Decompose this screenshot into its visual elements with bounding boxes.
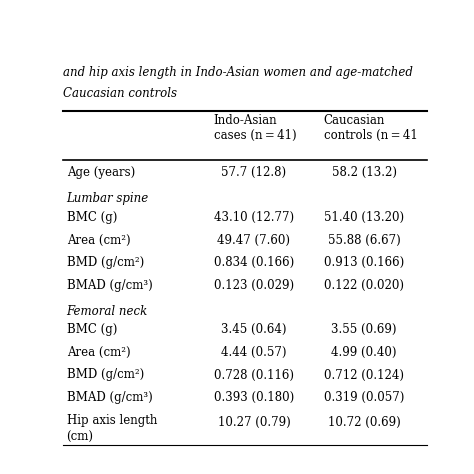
Text: 55.88 (6.67): 55.88 (6.67) [328,234,401,246]
Text: BMAD (g/cm³): BMAD (g/cm³) [66,391,152,404]
Text: 0.319 (0.057): 0.319 (0.057) [324,391,404,404]
Text: 3.45 (0.64): 3.45 (0.64) [221,323,287,336]
Text: 3.55 (0.69): 3.55 (0.69) [331,323,397,336]
Text: Caucasian
controls (n = 41: Caucasian controls (n = 41 [324,114,418,142]
Text: 0.123 (0.029): 0.123 (0.029) [214,279,294,292]
Text: BMD (g/cm²): BMD (g/cm²) [66,368,144,382]
Text: 0.834 (0.166): 0.834 (0.166) [214,256,294,269]
Text: 43.10 (12.77): 43.10 (12.77) [214,211,294,224]
Text: BMC (g): BMC (g) [66,323,117,336]
Text: BMD (g/cm²): BMD (g/cm²) [66,256,144,269]
Text: BMC (g): BMC (g) [66,211,117,224]
Text: 10.72 (0.69): 10.72 (0.69) [328,416,401,428]
Text: Indo-Asian
cases (n = 41): Indo-Asian cases (n = 41) [213,114,296,142]
Text: 4.99 (0.40): 4.99 (0.40) [331,346,397,359]
Text: 0.122 (0.020): 0.122 (0.020) [324,279,404,292]
Text: 0.728 (0.116): 0.728 (0.116) [214,368,294,382]
Text: 51.40 (13.20): 51.40 (13.20) [324,211,404,224]
Text: and hip axis length in Indo-Asian women and age-matched: and hip axis length in Indo-Asian women … [63,66,413,79]
Text: 10.27 (0.79): 10.27 (0.79) [218,416,290,428]
Text: 49.47 (7.60): 49.47 (7.60) [218,234,291,246]
Text: Femoral neck: Femoral neck [66,305,148,318]
Text: 57.7 (12.8): 57.7 (12.8) [221,166,286,179]
Text: Area (cm²): Area (cm²) [66,346,130,359]
Text: Lumbar spine: Lumbar spine [66,192,149,205]
Text: (cm): (cm) [66,431,93,444]
Text: 4.44 (0.57): 4.44 (0.57) [221,346,287,359]
Text: 0.913 (0.166): 0.913 (0.166) [324,256,404,269]
Text: Age (years): Age (years) [66,166,135,179]
Text: BMAD (g/cm³): BMAD (g/cm³) [66,279,152,292]
Text: Hip axis length: Hip axis length [66,414,157,427]
Text: 0.393 (0.180): 0.393 (0.180) [214,391,294,404]
Text: 58.2 (13.2): 58.2 (13.2) [332,166,397,179]
Text: Area (cm²): Area (cm²) [66,234,130,246]
Text: 0.712 (0.124): 0.712 (0.124) [324,368,404,382]
Text: Caucasian controls: Caucasian controls [63,87,177,100]
